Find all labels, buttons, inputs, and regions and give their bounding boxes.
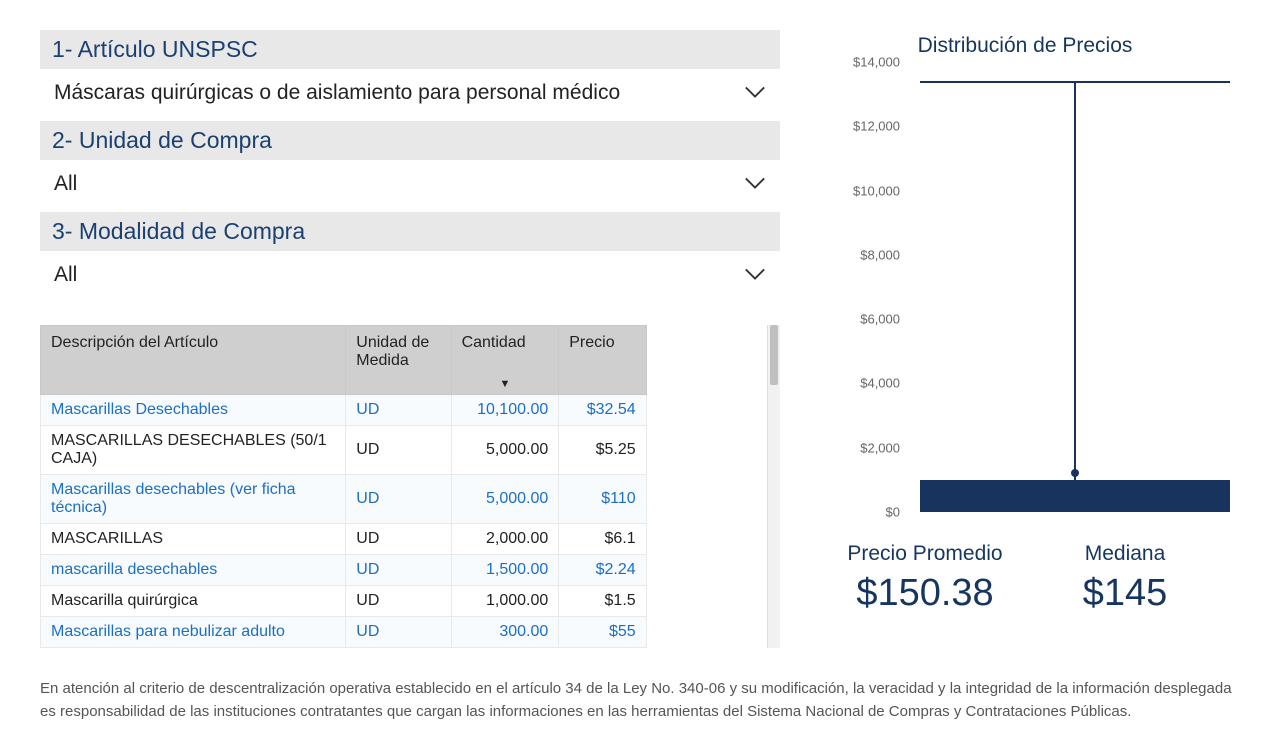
table-row[interactable]: MASCARILLASUD2,000.00$6.1 — [41, 524, 647, 555]
filter-value-articulo: Máscaras quirúrgicas o de aislamiento pa… — [54, 81, 620, 105]
chevron-down-icon — [744, 263, 766, 287]
cell-price: $55 — [559, 617, 646, 648]
right-panel: Distribución de Precios $0$2,000$4,000$6… — [820, 30, 1230, 648]
filter-group-articulo: 1- Artículo UNSPSC Máscaras quirúrgicas … — [40, 30, 780, 115]
cell-unit: UD — [346, 617, 451, 648]
table-row[interactable]: Mascarilla quirúrgicaUD1,000.00$1.5 — [41, 586, 647, 617]
chevron-down-icon — [744, 81, 766, 105]
table-row[interactable]: mascarilla desechablesUD1,500.00$2.24 — [41, 555, 647, 586]
cell-qty: 5,000.00 — [451, 426, 559, 475]
table-row[interactable]: Mascarillas DesechablesUD10,100.00$32.54 — [41, 395, 647, 426]
boxplot-box — [920, 480, 1230, 512]
y-tick: $12,000 — [853, 119, 900, 134]
cell-qty: 2,000.00 — [451, 524, 559, 555]
filter-select-modalidad[interactable]: All — [40, 253, 780, 297]
cell-qty: 10,100.00 — [451, 395, 559, 426]
cell-price: $2.24 — [559, 555, 646, 586]
cell-unit: UD — [346, 475, 451, 524]
y-tick: $0 — [886, 505, 900, 520]
cell-desc: MASCARILLAS — [41, 524, 346, 555]
boxplot-outlier — [1071, 469, 1079, 477]
table-row[interactable]: MASCARILLAS DESECHABLES (50/1 CAJA)UD5,0… — [41, 426, 647, 475]
filter-label-unidad: 2- Unidad de Compra — [40, 121, 780, 160]
cell-qty: 300.00 — [451, 617, 559, 648]
stat-avg: Precio Promedio $150.38 — [840, 542, 1010, 615]
cell-qty: 1,000.00 — [451, 586, 559, 617]
col-price[interactable]: Precio — [559, 326, 646, 395]
cell-price: $6.1 — [559, 524, 646, 555]
filter-select-unidad[interactable]: All — [40, 162, 780, 206]
chevron-down-icon — [744, 172, 766, 196]
stat-median-value: $145 — [1040, 572, 1210, 615]
cell-qty: 5,000.00 — [451, 475, 559, 524]
table-row[interactable]: Mascarillas desechables (ver ficha técni… — [41, 475, 647, 524]
cell-desc: Mascarilla quirúrgica — [41, 586, 346, 617]
filter-group-modalidad: 3- Modalidad de Compra All — [40, 212, 780, 297]
cell-price: $110 — [559, 475, 646, 524]
col-unit[interactable]: Unidad de Medida — [346, 326, 451, 395]
cell-desc: Mascarillas para nebulizar adulto — [41, 617, 346, 648]
main-layout: 1- Artículo UNSPSC Máscaras quirúrgicas … — [40, 30, 1242, 648]
cell-desc: Mascarillas desechables (ver ficha técni… — [41, 475, 346, 524]
chart-area: $0$2,000$4,000$6,000$8,000$10,000$12,000… — [820, 62, 1230, 512]
chart-y-axis: $0$2,000$4,000$6,000$8,000$10,000$12,000… — [820, 62, 910, 512]
articles-table: Descripción del Artículo Unidad de Medid… — [40, 325, 647, 648]
stat-avg-label: Precio Promedio — [840, 542, 1010, 566]
cell-unit: UD — [346, 586, 451, 617]
stats-row: Precio Promedio $150.38 Mediana $145 — [820, 542, 1230, 615]
cell-price: $1.5 — [559, 586, 646, 617]
stat-median: Mediana $145 — [1040, 542, 1210, 615]
cell-qty: 1,500.00 — [451, 555, 559, 586]
left-panel: 1- Artículo UNSPSC Máscaras quirúrgicas … — [40, 30, 780, 648]
boxplot-stem — [1074, 81, 1076, 480]
cell-desc: MASCARILLAS DESECHABLES (50/1 CAJA) — [41, 426, 346, 475]
table-wrap: Descripción del Artículo Unidad de Medid… — [40, 325, 780, 648]
y-tick: $10,000 — [853, 183, 900, 198]
filter-label-modalidad: 3- Modalidad de Compra — [40, 212, 780, 251]
col-qty[interactable]: Cantidad — [451, 326, 559, 395]
scrollbar-thumb[interactable] — [770, 325, 778, 385]
cell-unit: UD — [346, 555, 451, 586]
filter-value-modalidad: All — [54, 263, 77, 287]
stat-avg-value: $150.38 — [840, 572, 1010, 615]
y-tick: $2,000 — [860, 440, 900, 455]
cell-unit: UD — [346, 426, 451, 475]
filter-label-articulo: 1- Artículo UNSPSC — [40, 30, 780, 69]
stat-median-label: Mediana — [1040, 542, 1210, 566]
y-tick: $4,000 — [860, 376, 900, 391]
col-desc[interactable]: Descripción del Artículo — [41, 326, 346, 395]
chart-plot — [920, 62, 1230, 512]
cell-desc: mascarilla desechables — [41, 555, 346, 586]
cell-price: $5.25 — [559, 426, 646, 475]
y-tick: $14,000 — [853, 55, 900, 70]
filter-value-unidad: All — [54, 172, 77, 196]
disclaimer-text: En atención al criterio de descentraliza… — [40, 678, 1240, 723]
cell-unit: UD — [346, 395, 451, 426]
cell-desc: Mascarillas Desechables — [41, 395, 346, 426]
table-scrollbar[interactable] — [767, 325, 780, 648]
y-tick: $6,000 — [860, 312, 900, 327]
filter-group-unidad: 2- Unidad de Compra All — [40, 121, 780, 206]
filter-select-articulo[interactable]: Máscaras quirúrgicas o de aislamiento pa… — [40, 71, 780, 115]
cell-price: $32.54 — [559, 395, 646, 426]
table-row[interactable]: Mascarillas para nebulizar adultoUD300.0… — [41, 617, 647, 648]
y-tick: $8,000 — [860, 247, 900, 262]
cell-unit: UD — [346, 524, 451, 555]
